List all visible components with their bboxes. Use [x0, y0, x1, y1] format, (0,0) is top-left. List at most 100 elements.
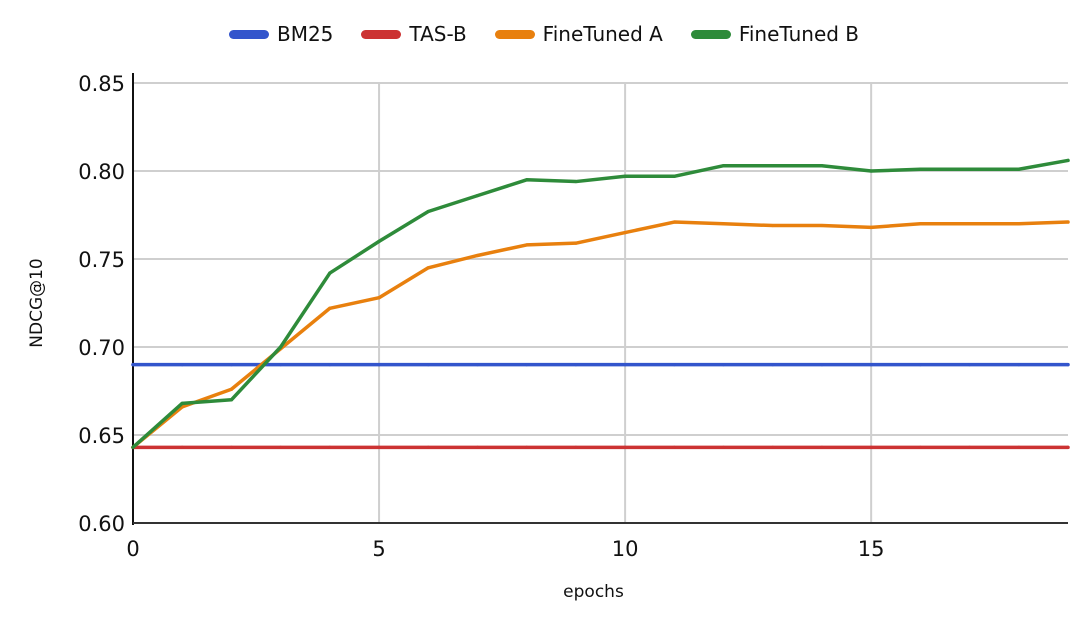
data-point-tas-b [623, 445, 627, 449]
data-point-bm25 [623, 363, 627, 367]
x-axis-label: epochs [563, 582, 624, 602]
data-point-bm25 [672, 363, 676, 367]
data-point-finetuned-a [377, 296, 381, 300]
data-point-finetuned-a [967, 222, 972, 226]
data-point-tas-b [426, 445, 430, 449]
data-point-tas-b [377, 445, 381, 449]
data-point-bm25 [180, 363, 184, 367]
data-point-bm25 [1066, 363, 1070, 367]
data-point-finetuned-a [1017, 222, 1021, 226]
data-point-finetuned-a [475, 253, 480, 258]
data-point-bm25 [131, 363, 135, 367]
data-point-tas-b [918, 445, 922, 449]
data-point-tas-b [672, 445, 676, 449]
legend-item-finetuned-b: FineTuned B [690, 22, 859, 46]
grid [132, 82, 1068, 524]
legend-item-bm25: BM25 [228, 22, 334, 46]
data-point-tas-b [967, 445, 972, 449]
data-point-tas-b [279, 445, 283, 449]
data-point-bm25 [1017, 363, 1021, 367]
data-point-finetuned-b [869, 169, 873, 173]
data-point-bm25 [721, 363, 726, 367]
legend-item-finetuned-a: FineTuned A [494, 22, 663, 46]
data-point-tas-b [1017, 445, 1021, 449]
x-tick-label: 0 [126, 537, 139, 561]
data-point-finetuned-b [426, 209, 430, 214]
data-point-finetuned-b [525, 178, 529, 182]
legend-item-tas-b: TAS-B [361, 22, 467, 46]
data-point-tas-b [180, 445, 184, 449]
legend-label: FineTuned A [542, 22, 663, 46]
data-point-tas-b [1066, 445, 1070, 449]
y-tick-label: 0.60 [78, 512, 125, 536]
data-point-bm25 [820, 363, 824, 367]
data-point-finetuned-a [623, 231, 627, 235]
data-point-finetuned-a [820, 223, 824, 228]
data-point-tas-b [721, 445, 726, 449]
data-point-bm25 [229, 363, 234, 367]
data-point-tas-b [820, 445, 824, 449]
y-tick-label: 0.75 [78, 248, 125, 272]
data-point-tas-b [328, 445, 332, 449]
data-point-bm25 [377, 363, 381, 367]
legend-label: TAS-B [409, 22, 467, 46]
data-point-bm25 [771, 363, 775, 367]
y-tick-label: 0.65 [78, 424, 125, 448]
legend: BM25 TAS-B FineTuned A FineTuned B [0, 22, 1088, 46]
data-point-finetuned-a [721, 222, 726, 226]
series-line-finetuned-a [131, 220, 1070, 450]
data-point-tas-b [869, 445, 873, 449]
data-point-tas-b [574, 445, 578, 449]
data-point-finetuned-b [574, 179, 578, 184]
data-point-finetuned-a [869, 225, 873, 229]
data-point-finetuned-a [574, 241, 578, 245]
data-point-finetuned-b [328, 271, 332, 275]
data-point-finetuned-a [672, 220, 676, 224]
data-point-finetuned-b [771, 164, 775, 168]
y-axis-label: NDCG@10 [27, 258, 47, 347]
data-point-finetuned-b [279, 345, 283, 349]
data-point-finetuned-b [672, 174, 676, 178]
data-point-finetuned-a [918, 222, 922, 226]
x-tick-label: 10 [612, 537, 639, 561]
data-point-finetuned-b [967, 167, 972, 171]
data-point-finetuned-a [525, 243, 529, 247]
data-point-finetuned-b [180, 401, 184, 405]
data-point-tas-b [475, 445, 480, 449]
legend-swatch [690, 29, 731, 39]
data-point-finetuned-b [377, 239, 381, 243]
data-point-finetuned-b [721, 164, 726, 168]
data-point-bm25 [475, 363, 480, 367]
data-point-finetuned-b [229, 398, 234, 402]
series-line-finetuned-b [131, 158, 1070, 450]
data-point-bm25 [328, 363, 332, 367]
data-point-tas-b [525, 445, 529, 449]
x-tick-label: 15 [858, 537, 885, 561]
data-point-finetuned-a [426, 266, 430, 270]
data-point-finetuned-b [475, 194, 480, 198]
data-point-bm25 [426, 363, 430, 367]
data-point-finetuned-b [1066, 158, 1070, 163]
data-point-bm25 [869, 363, 873, 367]
data-point-finetuned-b [1017, 167, 1021, 171]
data-point-finetuned-b [131, 445, 135, 449]
data-point-finetuned-b [623, 174, 627, 178]
x-tick-label: 5 [372, 537, 385, 561]
data-point-finetuned-b [918, 167, 922, 171]
legend-swatch [494, 29, 535, 39]
y-tick-label: 0.80 [78, 160, 125, 184]
data-point-tas-b [771, 445, 775, 449]
data-point-finetuned-b [820, 164, 824, 168]
data-point-bm25 [918, 363, 922, 367]
legend-swatch [361, 29, 402, 39]
data-point-finetuned-a [771, 223, 775, 228]
data-point-bm25 [279, 363, 283, 367]
data-point-bm25 [525, 363, 529, 367]
data-point-bm25 [574, 363, 578, 367]
data-point-finetuned-a [229, 387, 234, 391]
y-tick-label: 0.85 [78, 72, 125, 96]
data-point-bm25 [967, 363, 972, 367]
legend-label: BM25 [276, 22, 334, 46]
data-point-finetuned-a [1066, 220, 1070, 224]
